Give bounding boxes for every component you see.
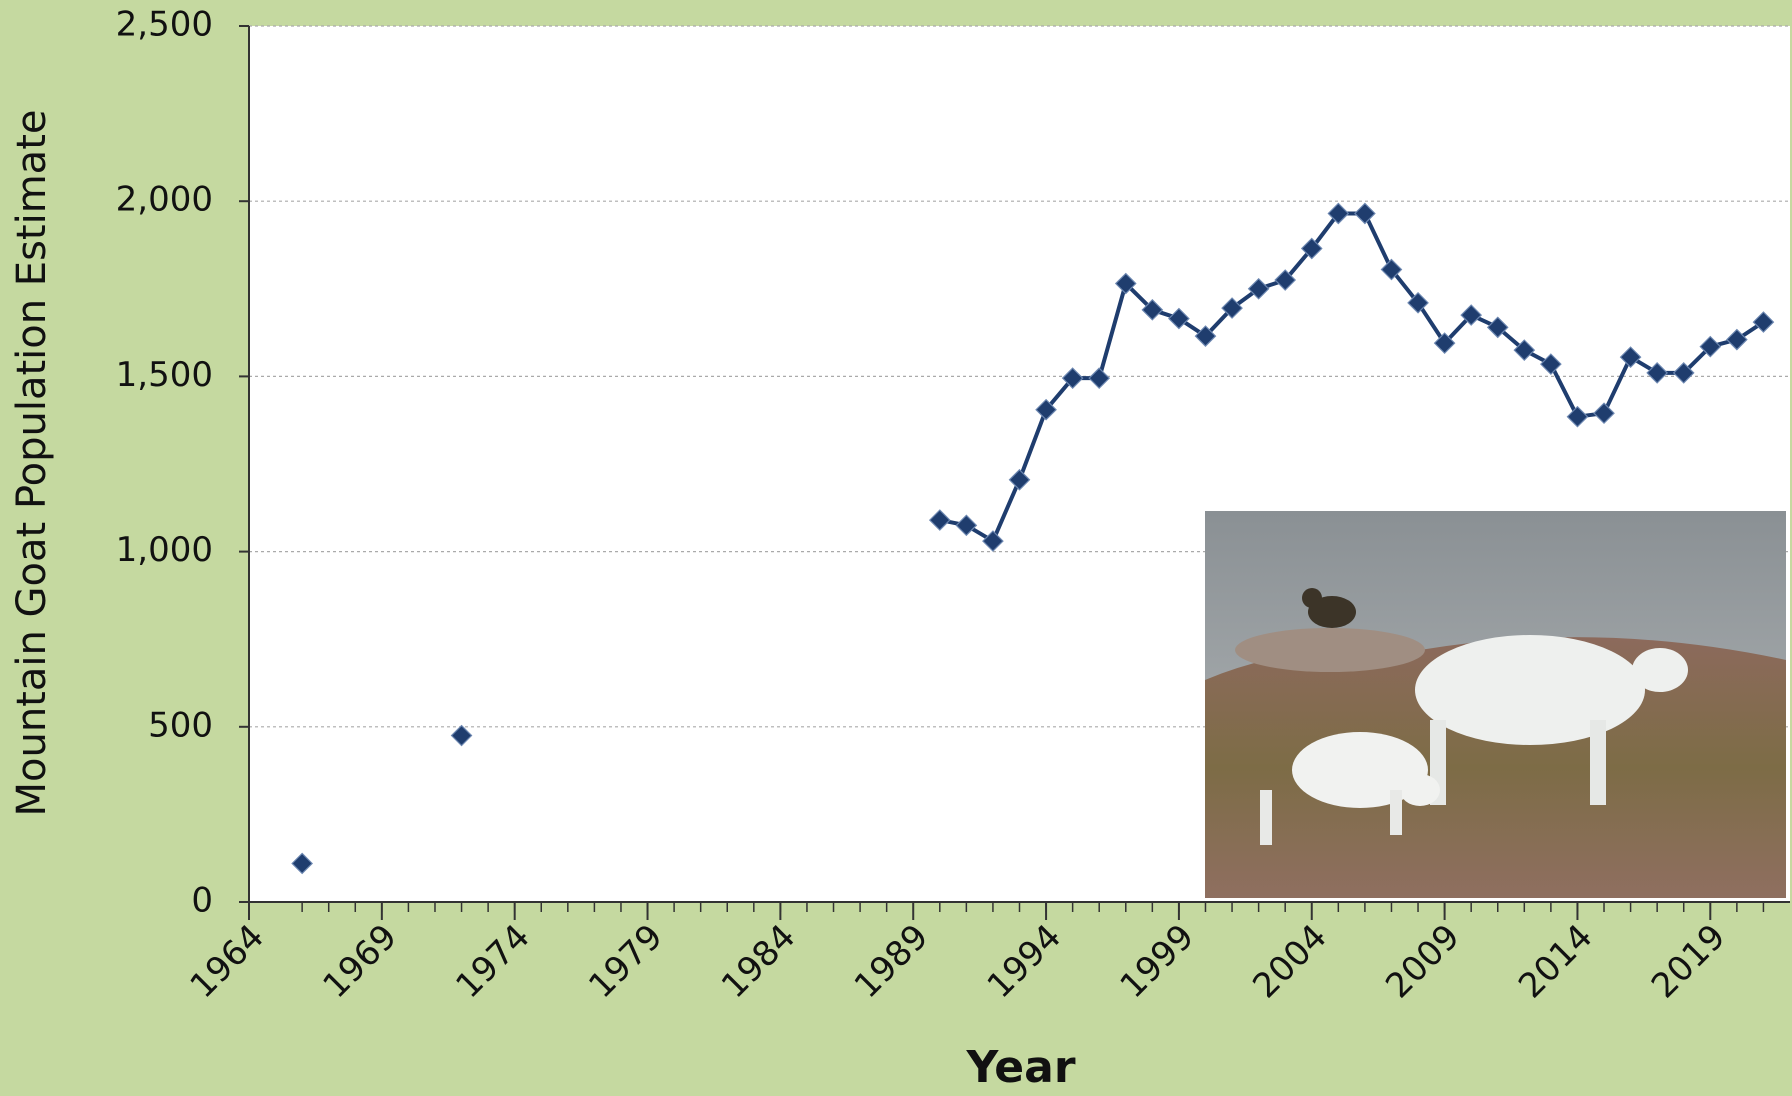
x-tick-label: 1969	[315, 917, 404, 1006]
y-tick-label: 1,500	[116, 355, 213, 395]
x-tick-label: 2004	[1245, 917, 1334, 1006]
x-tick-label: 1984	[714, 917, 803, 1006]
y-tick-label: 0	[191, 881, 213, 921]
y-tick-label: 2,000	[116, 180, 213, 220]
x-tick-label: 1974	[448, 917, 537, 1006]
x-tick-label: 1999	[1113, 917, 1202, 1006]
y-tick-label: 1,000	[116, 530, 213, 570]
chart: Mountain Goat Population Estimate Year 0…	[0, 0, 1792, 1096]
y-tick-label: 2,500	[116, 5, 213, 45]
x-tick-label: 1979	[581, 917, 670, 1006]
y-axis-title: Mountain Goat Population Estimate	[9, 110, 55, 817]
x-tick-label: 1994	[980, 917, 1069, 1006]
x-tick-label: 1964	[183, 917, 272, 1006]
x-axis-title: Year	[965, 1042, 1075, 1093]
photo	[1205, 511, 1786, 898]
y-tick-label: 500	[148, 705, 213, 745]
x-tick-label: 1989	[847, 917, 936, 1006]
x-tick-label: 2019	[1644, 917, 1733, 1006]
x-tick-label: 2009	[1378, 917, 1467, 1006]
x-tick-label: 2014	[1511, 917, 1600, 1006]
